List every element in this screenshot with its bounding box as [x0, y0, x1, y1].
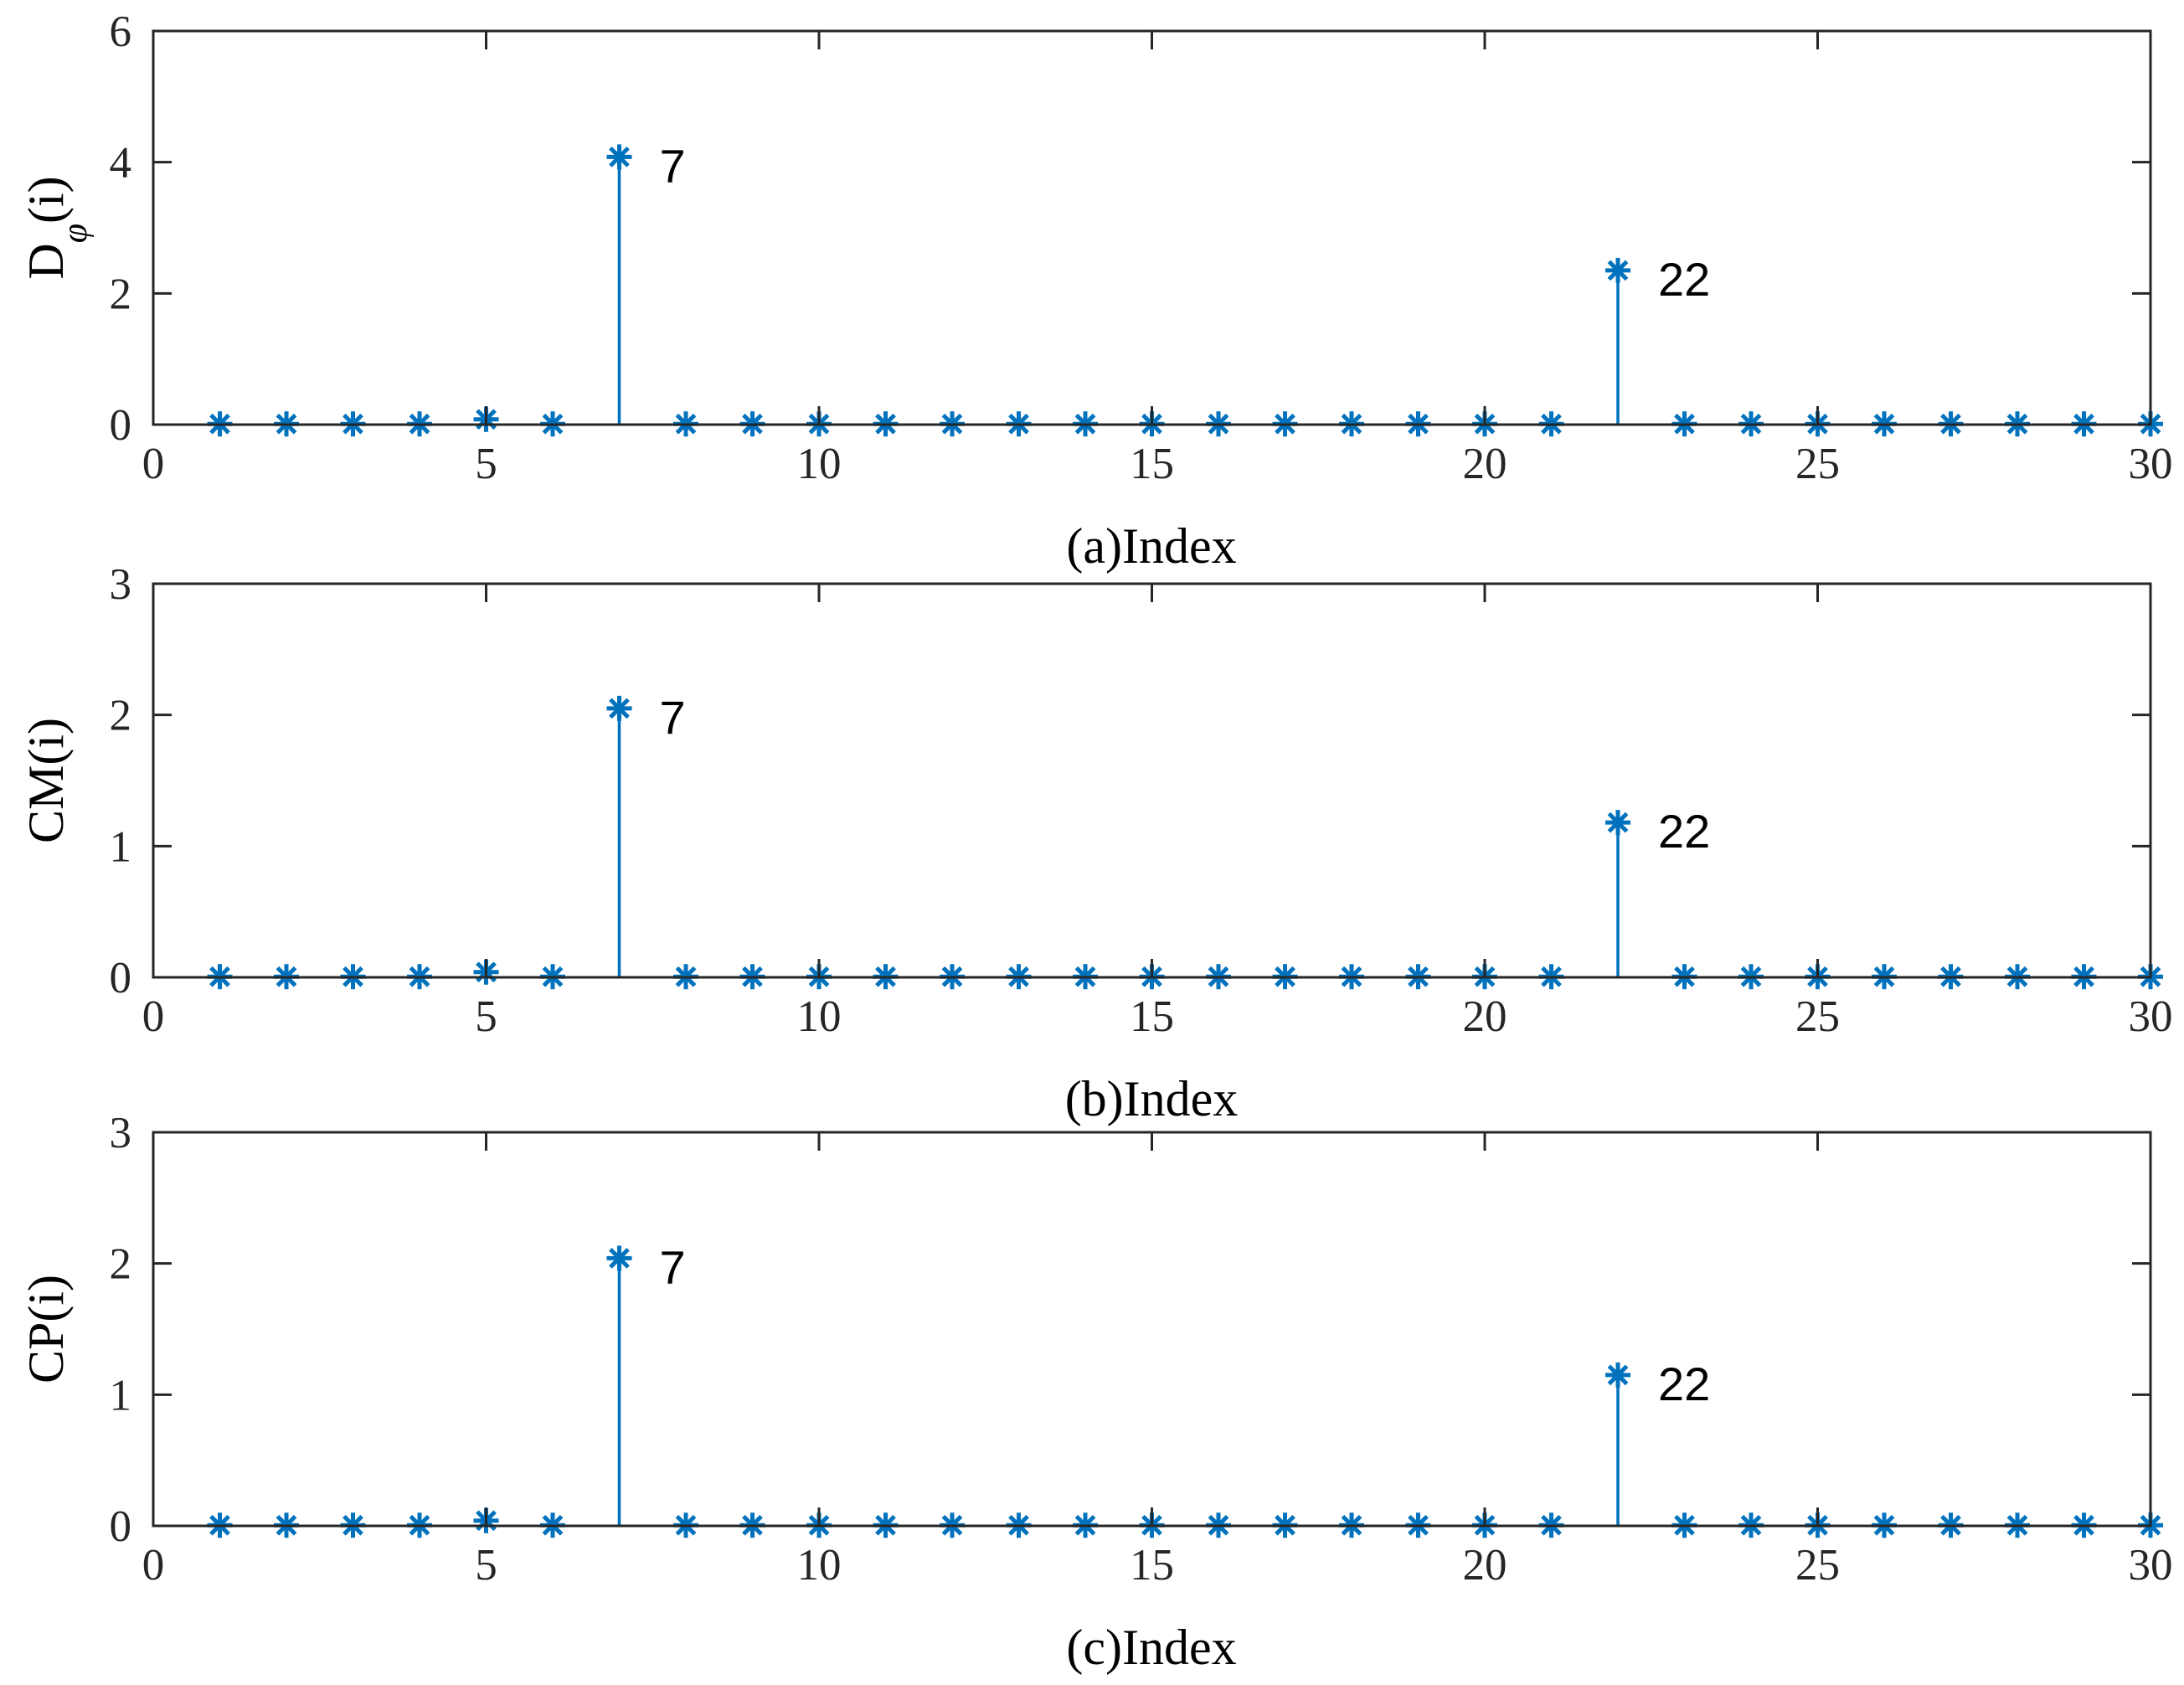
y-tick-label: 2 — [110, 270, 132, 318]
y-tick-label: 3 — [110, 560, 132, 609]
data-point — [606, 1245, 632, 1271]
x-tick-label: 5 — [475, 992, 497, 1041]
panel-b-ticks: 0 5 10 15 20 25 30 0 1 2 3 — [110, 560, 2173, 1041]
panel-a: 7 22 0 5 10 15 20 25 30 0 2 4 6 (a)Index Dφ(i) — [18, 8, 2173, 574]
panel-a-xlabel: (a)Index — [1066, 518, 1236, 574]
y-tick-label: 2 — [110, 692, 132, 740]
x-tick-label: 15 — [1130, 1541, 1174, 1590]
y-tick-label: 1 — [110, 1371, 132, 1420]
x-tick-label: 5 — [475, 440, 497, 488]
panel-c-ticks: 0 5 10 15 20 25 30 0 1 2 3 — [110, 1109, 2173, 1590]
point-annotation: 7 — [660, 691, 686, 744]
panel-a-ylabel: Dφ(i) — [18, 176, 95, 279]
point-annotation: 22 — [1658, 253, 1710, 306]
panel-b-marks: 7 22 — [207, 691, 2163, 990]
panel-b-ylabel: CM(i) — [18, 718, 74, 843]
x-tick-label: 30 — [2129, 992, 2173, 1041]
panel-c: 7 22 0 5 10 15 20 25 30 0 1 2 3 (c)Index CP(i) — [18, 1109, 2173, 1675]
data-point — [606, 695, 632, 721]
x-tick-label: 10 — [797, 992, 842, 1041]
panel-c-marks: 7 22 — [207, 1240, 2163, 1538]
x-tick-label: 15 — [1130, 992, 1174, 1041]
x-tick-label: 0 — [142, 1541, 165, 1590]
x-tick-label: 25 — [1795, 1541, 1840, 1590]
x-tick-label: 20 — [1463, 440, 1507, 488]
panel-a-marks: 7 22 — [207, 139, 2163, 437]
panel-b-xlabel: (b)Index — [1065, 1071, 1239, 1126]
y-tick-label: 0 — [110, 401, 132, 450]
y-tick-label: 0 — [110, 1502, 132, 1551]
y-tick-label: 2 — [110, 1240, 132, 1289]
x-tick-label: 30 — [2129, 440, 2173, 488]
x-tick-label: 25 — [1795, 992, 1840, 1041]
panel-b: 7 22 0 5 10 15 20 25 30 0 1 2 3 (b)Index CM(i) — [18, 560, 2173, 1126]
panel-c-ylabel: CP(i) — [18, 1275, 74, 1384]
point-annotation: 22 — [1658, 1358, 1710, 1410]
data-point — [1605, 1362, 1630, 1388]
x-tick-label: 10 — [797, 1541, 842, 1590]
panel-a-axes-box — [152, 29, 2152, 426]
x-tick-label: 30 — [2129, 1541, 2173, 1590]
x-tick-label: 15 — [1130, 440, 1174, 488]
data-point — [606, 144, 632, 170]
x-tick-label: 5 — [475, 1541, 497, 1590]
data-point — [1605, 257, 1630, 283]
x-tick-label: 0 — [142, 992, 165, 1041]
point-annotation: 22 — [1658, 805, 1710, 858]
y-tick-label: 0 — [110, 954, 132, 1002]
x-tick-label: 20 — [1463, 1541, 1507, 1590]
x-tick-label: 10 — [797, 440, 842, 488]
x-tick-label: 0 — [142, 440, 165, 488]
panel-b-axes-box — [152, 582, 2152, 979]
panel-c-xlabel: (c)Index — [1066, 1620, 1236, 1675]
point-annotation: 7 — [660, 139, 686, 192]
x-tick-label: 20 — [1463, 992, 1507, 1041]
data-point — [1605, 810, 1630, 836]
panel-a-ticks: 0 5 10 15 20 25 30 0 2 4 6 — [110, 8, 2173, 488]
y-tick-label: 6 — [110, 8, 132, 56]
panel-c-axes-box — [152, 1131, 2152, 1528]
y-tick-label: 1 — [110, 822, 132, 871]
y-tick-label: 3 — [110, 1109, 132, 1157]
point-annotation: 7 — [660, 1240, 686, 1293]
x-tick-label: 25 — [1795, 440, 1840, 488]
y-tick-label: 4 — [110, 139, 132, 188]
